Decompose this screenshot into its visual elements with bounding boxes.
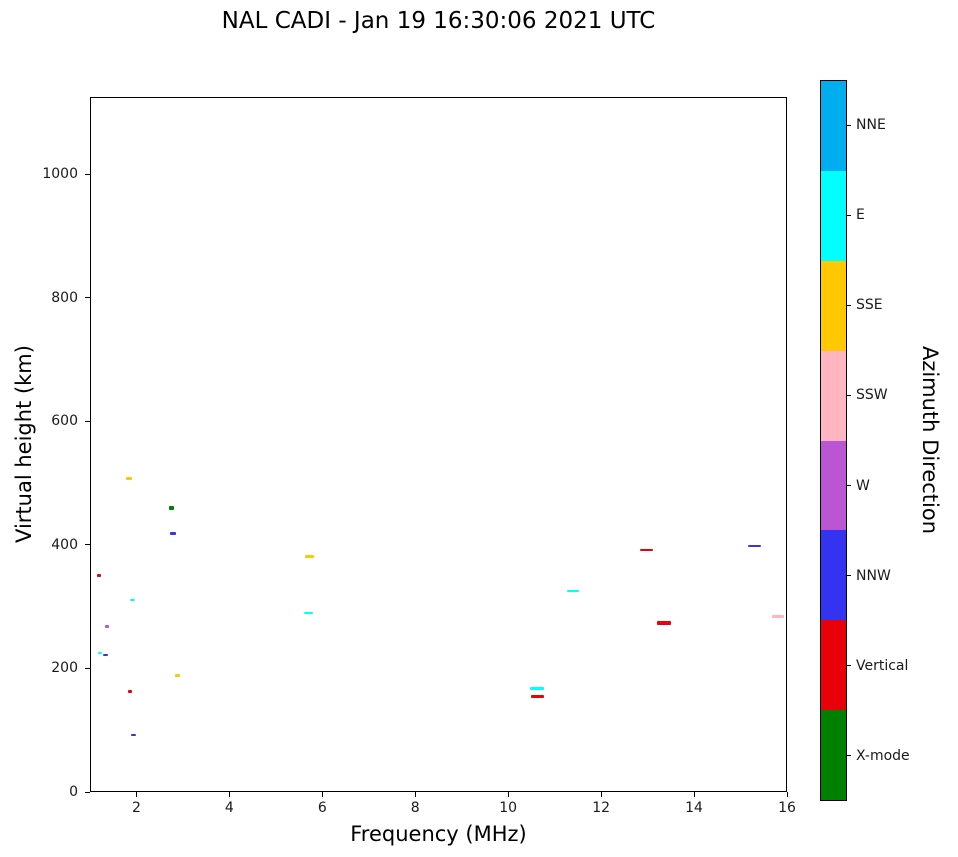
data-point <box>531 694 544 698</box>
y-tick-mark <box>85 667 90 669</box>
colorbar-segment-ssw <box>821 350 846 441</box>
colorbar-tick-mark <box>847 214 851 216</box>
plot-area <box>90 97 787 792</box>
x-tick-label: 6 <box>317 800 327 816</box>
colorbar-segment-nne <box>821 81 846 171</box>
x-tick-mark <box>321 792 323 797</box>
x-tick-label: 16 <box>778 800 796 816</box>
y-tick-label: 200 <box>51 660 78 677</box>
colorbar-tick-label: Vertical <box>856 657 909 674</box>
data-point <box>98 652 103 654</box>
data-point <box>126 476 133 480</box>
colorbar-tick-mark <box>847 665 851 667</box>
data-point <box>303 611 314 614</box>
x-tick-label: 12 <box>592 800 611 816</box>
x-tick-mark <box>600 792 602 797</box>
data-point <box>169 531 176 535</box>
x-tick-mark <box>786 792 788 797</box>
colorbar-tick-mark <box>847 575 851 577</box>
colorbar-segment-vertical <box>821 620 846 711</box>
colorbar <box>820 80 847 801</box>
colorbar-tick-mark <box>847 755 851 757</box>
x-tick-label: 8 <box>410 800 420 816</box>
y-tick-label: 400 <box>51 536 78 553</box>
colorbar-title: Azimuth Direction <box>918 345 942 535</box>
data-point <box>130 599 136 602</box>
colorbar-tick-mark <box>847 394 851 396</box>
chart-title: NAL CADI - Jan 19 16:30:06 2021 UTC <box>221 8 656 34</box>
colorbar-segment-sse <box>821 260 846 351</box>
x-tick-mark <box>414 792 416 797</box>
data-point <box>567 590 580 593</box>
data-point <box>169 506 175 511</box>
y-tick-mark <box>85 544 90 546</box>
y-tick-mark <box>85 420 90 422</box>
colorbar-tick-label: NNE <box>856 117 886 134</box>
colorbar-tick-mark <box>847 485 851 487</box>
colorbar-tick-label: NNW <box>856 567 891 584</box>
y-tick-label: 600 <box>51 413 78 430</box>
colorbar-tick-label: SSE <box>856 297 883 314</box>
x-tick-label: 2 <box>131 800 141 816</box>
y-axis-label: Virtual height (km) <box>12 345 36 543</box>
x-tick-mark <box>693 792 695 797</box>
y-tick-label: 0 <box>69 784 78 800</box>
data-point <box>102 654 108 657</box>
data-point <box>127 689 133 693</box>
colorbar-segment-nnw <box>821 530 846 621</box>
x-tick-label: 4 <box>224 800 234 816</box>
data-point <box>96 574 101 578</box>
colorbar-tick-label: W <box>856 477 870 494</box>
colorbar-tick-label: SSW <box>856 387 888 404</box>
colorbar-tick-mark <box>847 304 851 306</box>
colorbar-segment-w <box>821 440 846 531</box>
data-point <box>174 674 180 678</box>
colorbar-segment-x-mode <box>821 710 846 800</box>
data-point <box>304 554 314 558</box>
x-tick-mark <box>507 792 509 797</box>
y-tick-mark <box>85 173 90 175</box>
y-tick-mark <box>85 791 90 793</box>
data-point <box>747 545 761 548</box>
colorbar-segment-e <box>821 170 846 261</box>
x-tick-label: 10 <box>499 800 518 816</box>
data-point <box>105 624 110 628</box>
x-tick-mark <box>228 792 230 797</box>
colorbar-tick-label: X-mode <box>856 747 910 764</box>
data-point <box>530 686 544 690</box>
colorbar-tick-mark <box>847 124 851 126</box>
data-point <box>656 620 671 625</box>
data-point <box>640 548 654 551</box>
y-tick-label: 1000 <box>42 166 78 183</box>
data-point <box>130 733 136 736</box>
y-tick-mark <box>85 297 90 299</box>
x-tick-mark <box>135 792 137 797</box>
colorbar-tick-label: E <box>856 207 865 224</box>
x-tick-label: 14 <box>685 800 703 816</box>
data-point <box>771 615 784 619</box>
x-axis-label: Frequency (MHz) <box>350 822 527 846</box>
y-tick-label: 800 <box>51 289 78 306</box>
